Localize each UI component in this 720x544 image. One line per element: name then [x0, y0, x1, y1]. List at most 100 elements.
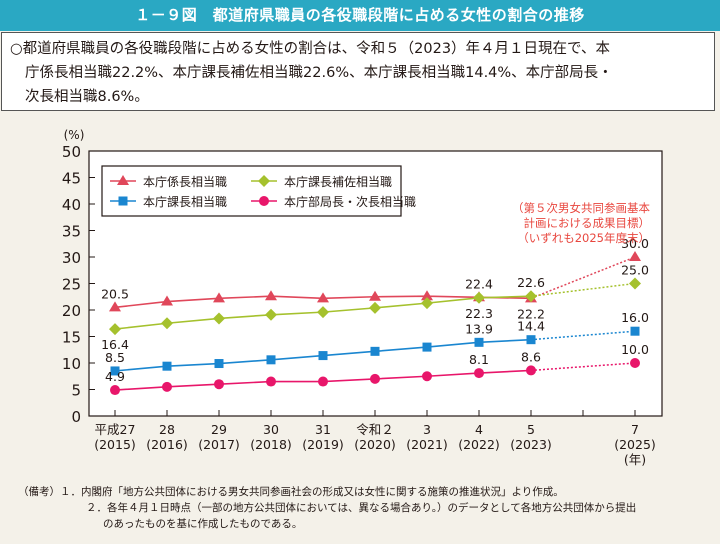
x-tick-label-year: (2021): [406, 437, 448, 452]
target-point: [629, 277, 641, 290]
summary-line: 次長相当職8.6%。: [25, 89, 149, 105]
data-point: [266, 355, 276, 365]
target-line: [530, 282, 636, 297]
data-point: [265, 308, 277, 321]
x-tick-label: 28: [159, 422, 175, 437]
data-point: [474, 337, 484, 347]
data-point: [265, 290, 277, 301]
summary-line: ○都道府県職員の各役職段階に占める女性の割合は、令和５（2023）年４月１日現在…: [10, 41, 610, 57]
y-tick-label: 10: [62, 355, 81, 373]
y-tick-label: 0: [71, 408, 81, 426]
legend-marker: [117, 175, 129, 185]
data-point: [317, 306, 329, 319]
target-label: 16.0: [621, 310, 649, 325]
legend-label: 本庁課長相当職: [143, 194, 227, 209]
data-label: 16.4: [101, 337, 129, 352]
data-point: [421, 297, 433, 310]
target-annotation: 計画における成果目標）: [524, 216, 651, 230]
data-point: [422, 371, 432, 382]
y-tick-label: 20: [62, 302, 81, 320]
data-point: [162, 361, 172, 371]
data-point: [213, 292, 225, 303]
x-tick-label-year: (2017): [198, 437, 240, 452]
data-point: [473, 291, 485, 304]
data-point: [213, 312, 225, 325]
data-label: 22.6: [517, 275, 545, 290]
x-tick-label: 31: [315, 422, 331, 437]
data-point: [369, 290, 381, 301]
target-line: [530, 362, 636, 372]
target-point: [630, 358, 640, 368]
y-tick-label: 15: [62, 329, 81, 347]
y-tick-label: 5: [71, 382, 81, 400]
x-tick-label-year: (2025): [614, 437, 656, 452]
y-tick-label: 35: [62, 223, 81, 241]
x-tick-label: 令和２: [356, 422, 394, 437]
legend-marker: [118, 196, 128, 206]
legend-marker: [258, 175, 270, 187]
summary-box: ○都道府県職員の各役職段階に占める女性の割合は、令和５（2023）年４月１日現在…: [1, 32, 715, 111]
data-point: [109, 323, 121, 336]
line-chart: 05101520253035404550(%)平成27(2015)28(2016…: [62, 128, 663, 467]
data-point: [110, 385, 120, 396]
data-point: [317, 292, 329, 303]
data-point: [526, 365, 536, 376]
legend-label: 本庁部局長・次長相当職: [284, 194, 416, 209]
data-point: [318, 376, 328, 387]
y-axis-unit: (%): [64, 128, 85, 142]
target-label: 25.0: [621, 263, 649, 278]
target-annotation: （第５次男女共同参画基本: [512, 201, 650, 215]
data-point: [162, 381, 172, 392]
notes: （備考）１．内閣府「地方公共団体における男女共同参画社会の形成又は女性に関する施…: [18, 484, 636, 532]
target-label: 30.0: [621, 236, 649, 251]
data-point: [318, 351, 328, 361]
data-label: 22.3: [465, 306, 493, 321]
data-point: [110, 366, 120, 376]
target-annotation: （いずれも2025年度末）: [517, 231, 650, 245]
legend-label: 本庁課長補佐相当職: [284, 174, 392, 189]
data-point: [161, 295, 173, 306]
target-point: [630, 326, 640, 336]
data-label: 8.5: [105, 350, 125, 365]
x-tick-label-year: (2022): [458, 437, 500, 452]
data-point: [370, 346, 380, 356]
target-point: [629, 251, 641, 261]
summary-line: 庁係長相当職22.2%、本庁課長補佐相当職22.6%、本庁課長相当職14.4%、…: [25, 65, 613, 81]
data-point: [161, 317, 173, 330]
data-point: [525, 290, 537, 303]
data-label: 13.9: [465, 321, 493, 336]
data-label: 8.1: [469, 352, 489, 367]
x-axis-unit: (年): [624, 452, 646, 467]
x-tick-label: 3: [423, 422, 431, 437]
note-1: （備考）１．内閣府「地方公共団体における男女共同参画社会の形成又は女性に関する施…: [18, 486, 564, 498]
y-tick-label: 45: [62, 170, 81, 188]
data-label: 22.4: [465, 276, 493, 291]
x-tick-label: 30: [263, 422, 279, 437]
x-tick-label-year: (2019): [302, 437, 344, 452]
data-label: 14.4: [517, 319, 545, 334]
data-point: [214, 359, 224, 369]
x-tick-label-year: (2018): [250, 437, 292, 452]
data-point: [526, 335, 536, 345]
data-label: 4.9: [105, 369, 125, 384]
y-tick-label: 50: [62, 143, 81, 161]
y-tick-label: 25: [62, 276, 81, 294]
note-2-cont: のあったものを基に作成したものである。: [103, 518, 303, 530]
legend-marker: [259, 196, 269, 206]
x-tick-label-year: (2015): [94, 437, 136, 452]
x-tick-label: 5: [527, 422, 535, 437]
x-tick-label-year: (2020): [354, 437, 396, 452]
target-label: 10.0: [621, 342, 649, 357]
x-tick-label-year: (2023): [510, 437, 552, 452]
data-point: [370, 373, 380, 384]
data-point: [421, 290, 433, 301]
data-point: [369, 301, 381, 314]
x-tick-label: 29: [211, 422, 227, 437]
data-point: [422, 342, 432, 352]
legend: [101, 165, 402, 217]
data-point: [109, 301, 121, 312]
data-point: [266, 376, 276, 387]
data-label: 20.5: [101, 286, 129, 301]
legend-label: 本庁係長相当職: [143, 175, 227, 189]
x-tick-label: 7: [631, 422, 639, 437]
